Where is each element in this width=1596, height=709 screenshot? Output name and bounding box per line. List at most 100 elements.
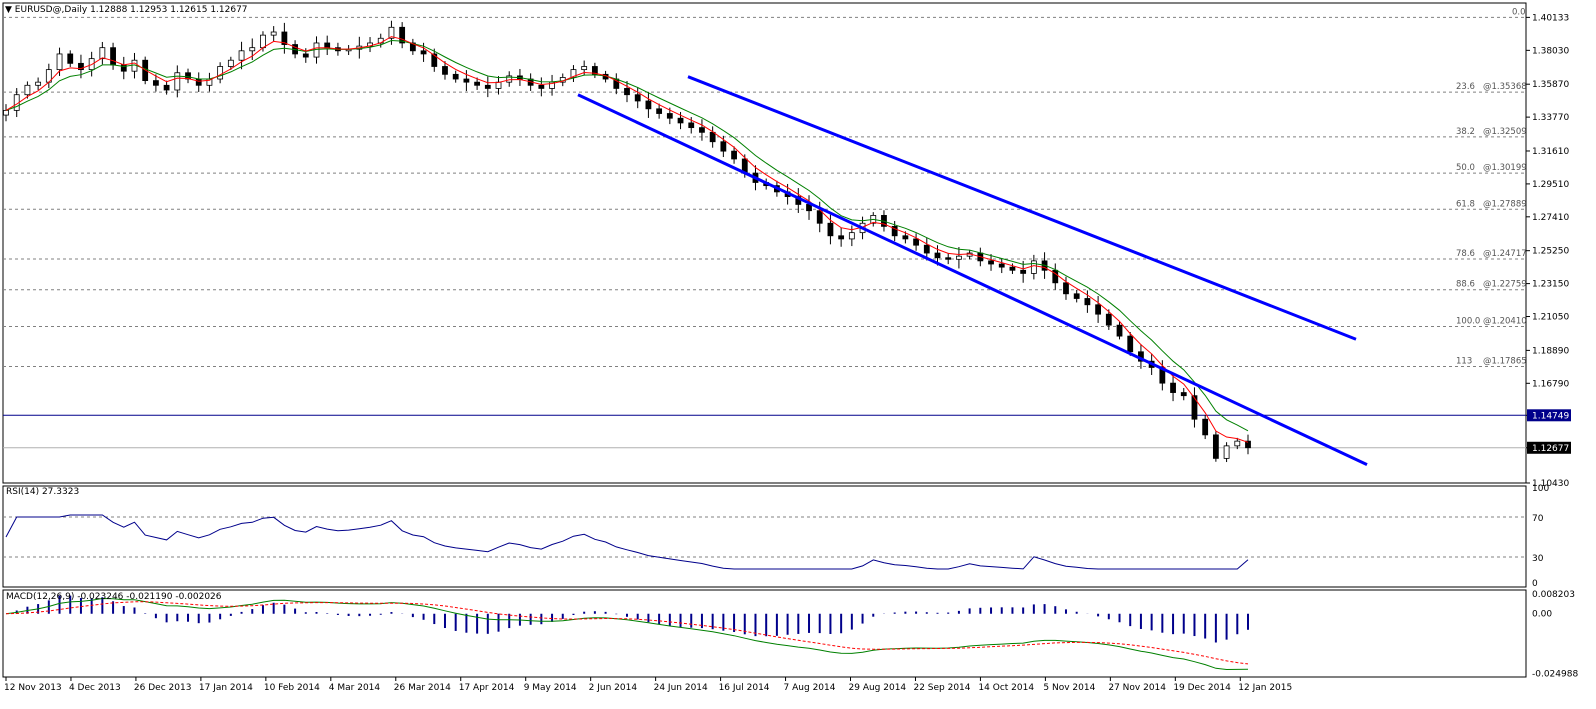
candle-body [270,31,277,36]
candle-body [591,66,598,75]
candle-body [1073,293,1080,299]
fib-price-label: @1.24717 [1483,249,1527,259]
fib-percent-label: 78.6 [1456,249,1475,259]
fib-price-label: @1.20410 [1483,317,1527,327]
price-axis-label: 1.10430 [1532,479,1569,489]
price-tag-label: 1.14749 [1532,411,1569,421]
candle-body [420,50,427,55]
channel-upper-line [687,75,1357,341]
candle-body [281,31,288,45]
price-axis-label: 1.38030 [1532,46,1569,56]
price-axis: 1.40133 1.38030 1.35870 1.33770 1.31610 1.295… [1526,13,1571,489]
candle-body [720,141,727,152]
candle-body [463,78,470,83]
date-label: 17 Jan 2014 [199,683,253,693]
candle-body [656,108,663,114]
candle-body [1234,440,1241,447]
fib-price-label: @1.22759 [1483,280,1527,290]
candle-body [1116,324,1123,337]
fib-percent-label: 61.8 [1456,199,1475,209]
price-axis-label: 1.35870 [1532,80,1569,90]
trend-channel[interactable] [577,75,1368,467]
candle-body [1180,392,1187,397]
date-label: 4 Mar 2014 [329,683,381,693]
date-label: 4 Dec 2013 [69,683,121,693]
ohlc-values: 1.12888 1.12953 1.12615 1.12677 [90,5,248,15]
date-label: 12 Nov 2013 [4,683,62,693]
candle-body [1052,269,1059,284]
fib-percent-label: 23.6 [1456,82,1475,92]
candle-body [431,53,438,67]
candle-body [227,59,234,67]
date-label: 19 Dec 2014 [1173,683,1231,693]
candle-body [3,109,9,116]
macd-signal-line [5,601,1249,665]
candle-body [891,225,898,237]
candle-body [185,72,191,80]
macd-panel-border [2,589,1527,678]
rsi-indicator: 100 70 30 0 [3,484,1549,589]
candle-body [56,53,63,71]
candle-body [217,66,224,80]
candle-body [1127,335,1134,353]
candle-body [163,84,170,91]
fib-price-label: @1.32509 [1483,127,1527,137]
candle-body [988,260,994,265]
candle-body [442,66,448,75]
date-label: 2 Jun 2014 [589,683,638,693]
candle-body [67,53,74,64]
rsi-line [5,514,1249,570]
moving-averages [5,36,1249,443]
rsi-axis-label: 70 [1532,514,1544,524]
date-label: 16 Jul 2014 [719,683,770,693]
candle-body [152,80,159,86]
fib-percent-label: 113 [1456,356,1472,366]
candle-body [827,222,834,237]
fib-price-label: @1.30199 [1483,163,1527,173]
fib-price-label: @1.17865 [1483,356,1527,366]
date-label: 27 Nov 2014 [1108,683,1166,693]
candle-body [581,66,588,71]
candle-body [99,47,106,60]
candle-body [484,84,491,89]
price-axis-label: 1.16790 [1532,379,1569,389]
candle-body [388,26,395,39]
macd-main-line [5,597,1249,671]
rsi-axis-label: 100 [1532,484,1549,494]
price-tag-label: 1.12677 [1532,444,1569,454]
dropdown-triangle-icon[interactable]: ▼ [5,5,12,15]
candle-body [452,73,459,80]
candle-body [913,238,919,246]
candle-body [731,150,737,160]
candle-body [474,81,481,86]
date-label: 12 Jan 2015 [1238,683,1292,693]
candle-body [1095,304,1102,315]
candle-body [848,232,855,240]
price-axis-label: 1.33770 [1532,113,1569,123]
candle-body [1084,298,1091,306]
price-axis-label: 1.27410 [1532,213,1569,223]
date-label: 9 May 2014 [524,683,577,693]
candle-body [624,88,630,96]
candle-body [260,34,266,49]
price-axis-label: 1.29510 [1532,180,1569,190]
candle-body [570,69,577,78]
horizontal-levels [3,414,1526,449]
fib-percent-label: 0.0 [1512,7,1526,17]
ema-fast-line [5,36,1249,443]
rsi-label: RSI(14) 27.3323 [6,487,80,497]
candle-body [645,100,652,110]
candle-body [78,62,84,71]
candle-body [1191,395,1198,420]
rsi-axis-label: 30 [1532,554,1544,564]
date-label: 10 Feb 2014 [264,683,320,693]
price-tag-box [1527,409,1571,422]
price-axis-label: 1.21050 [1532,313,1569,323]
candle-body [506,75,513,83]
fib-price-label: @1.27889 [1483,199,1527,209]
fib-percent-label: 88.6 [1456,280,1475,290]
candle-body [1020,269,1027,274]
candle-body [923,244,930,254]
